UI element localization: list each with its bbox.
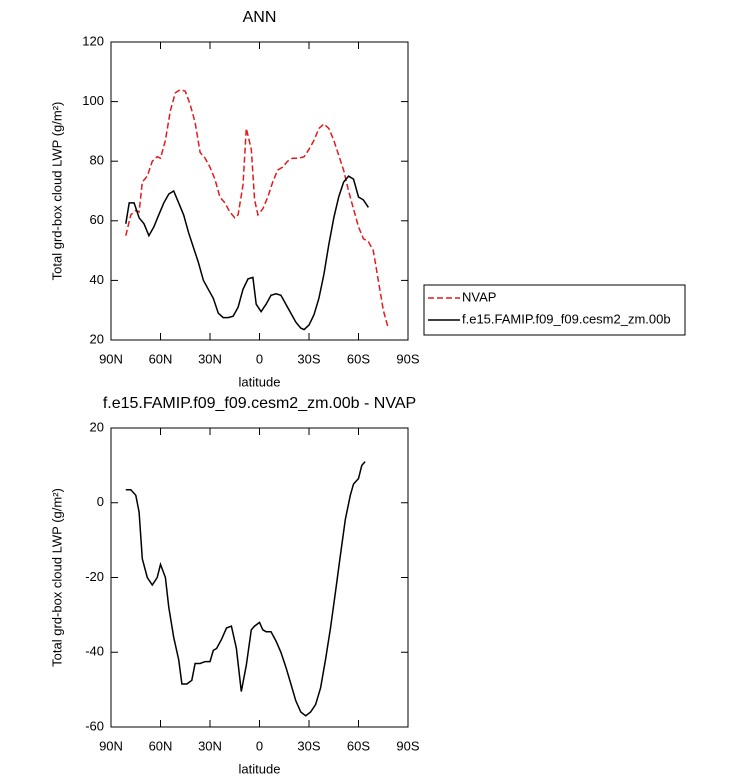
y-axis-label: Total grd-box cloud LWP (g/m²): [49, 488, 64, 667]
x-tick-label: 60N: [149, 738, 173, 753]
x-tick-label: 90S: [396, 738, 419, 753]
y-tick-label: 60: [90, 212, 104, 227]
x-tick-label: 60S: [347, 738, 370, 753]
x-tick-label: 90S: [396, 351, 419, 366]
x-tick-label: 90N: [99, 738, 123, 753]
y-tick-label: -60: [85, 718, 104, 733]
legend-label: NVAP: [462, 289, 496, 304]
x-tick-label: 60S: [347, 351, 370, 366]
x-tick-label: 30S: [297, 738, 320, 753]
data-line: [125, 175, 370, 331]
x-tick-label: 90N: [99, 351, 123, 366]
y-tick-label: -40: [85, 644, 104, 659]
x-tick-label: 30S: [297, 351, 320, 366]
y-tick-label: 40: [90, 272, 104, 287]
plot-frame: [110, 427, 409, 728]
x-axis-label: latitude: [239, 761, 281, 776]
y-tick-label: -20: [85, 569, 104, 584]
x-tick-label: 60N: [149, 351, 173, 366]
y-tick-label: 20: [90, 331, 104, 346]
y-tick-label: 120: [82, 33, 104, 48]
plot-frame: [110, 41, 409, 341]
legend-label: f.e15.FAMIP.f09_f09.cesm2_zm.00b: [462, 311, 671, 326]
x-axis-label: latitude: [239, 374, 281, 389]
data-line: [125, 461, 366, 717]
y-tick-label: 100: [82, 93, 104, 108]
y-tick-label: 20: [90, 419, 104, 434]
data-line: [125, 88, 389, 329]
y-tick-label: 0: [97, 494, 104, 509]
chart-title: ANN: [243, 9, 277, 26]
y-tick-label: 80: [90, 153, 104, 168]
legend-box: [423, 284, 686, 336]
x-tick-label: 0: [256, 351, 263, 366]
y-axis-label: Total grd-box cloud LWP (g/m²): [49, 102, 64, 281]
x-tick-label: 30N: [198, 351, 222, 366]
x-tick-label: 0: [256, 738, 263, 753]
x-tick-label: 30N: [198, 738, 222, 753]
chart-title: f.e15.FAMIP.f09_f09.cesm2_zm.00b - NVAP: [103, 395, 416, 412]
